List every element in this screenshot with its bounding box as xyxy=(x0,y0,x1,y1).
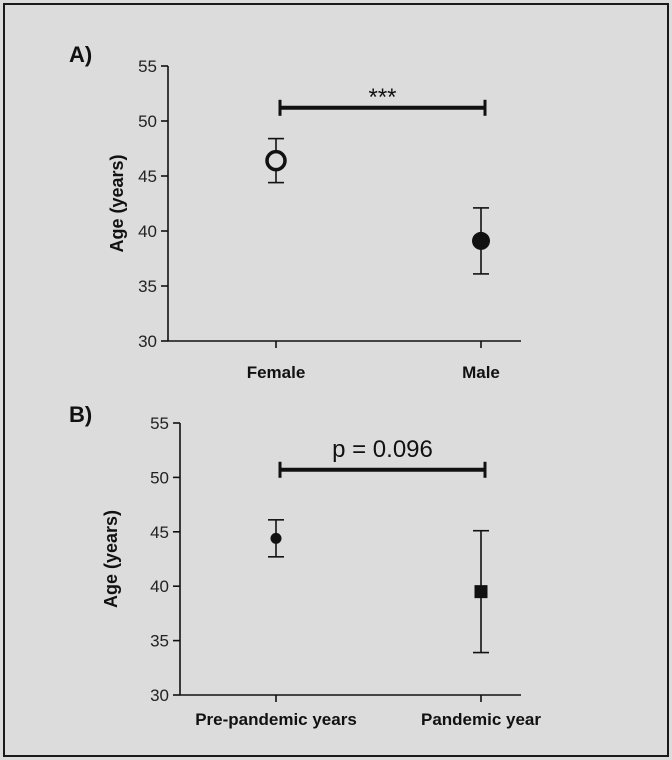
x-category-label: Male xyxy=(462,363,500,382)
data-point-marker xyxy=(270,532,282,544)
x-category-label: Female xyxy=(247,363,306,382)
x-category-label: Pandemic year xyxy=(421,710,541,729)
y-tick-label: 40 xyxy=(150,577,169,596)
y-tick-label: 35 xyxy=(138,277,157,296)
y-tick-label: 45 xyxy=(150,523,169,542)
y-axis-title: Age (years) xyxy=(107,154,127,252)
y-tick-label: 45 xyxy=(138,167,157,186)
chart-panel-1: 30 35 40 45 50 55 Female Male Age (years) A) *** xyxy=(69,42,521,382)
y-tick-label: 30 xyxy=(150,686,169,705)
panel-label: A) xyxy=(69,42,92,67)
panel-label: B) xyxy=(69,402,92,427)
x-category-label: Pre-pandemic years xyxy=(195,710,357,729)
y-tick-label: 40 xyxy=(138,222,157,241)
y-tick-label: 50 xyxy=(138,112,157,131)
y-tick-label: 55 xyxy=(138,57,157,76)
data-point-marker xyxy=(265,149,287,172)
y-tick-label: 50 xyxy=(150,468,169,487)
y-tick-label: 35 xyxy=(150,632,169,651)
y-tick-label: 55 xyxy=(150,414,169,433)
significance-label: p = 0.096 xyxy=(332,436,433,463)
figure-frame: 30 35 40 45 50 55 Female Male Age (years) A) *** 30… xyxy=(3,3,669,757)
chart-panel-2: 30 35 40 45 50 55 Pre-pandemic years Pandemic y… xyxy=(69,402,541,729)
data-point-marker xyxy=(472,231,490,250)
significance-label: *** xyxy=(368,84,396,111)
y-axis-title: Age (years) xyxy=(101,510,121,608)
y-tick-label: 30 xyxy=(138,332,157,351)
data-point-marker xyxy=(474,585,488,599)
